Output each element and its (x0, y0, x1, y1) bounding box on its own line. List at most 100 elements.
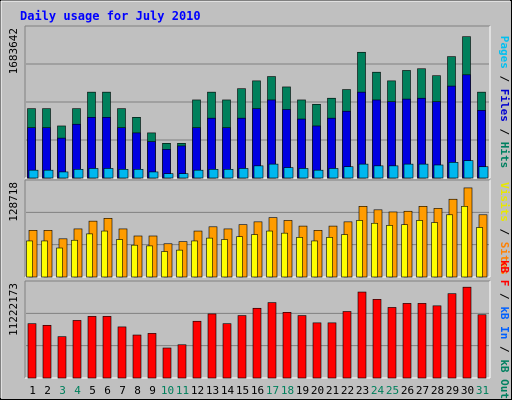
day-label: 12 (191, 384, 204, 397)
bar-visits (401, 224, 408, 278)
bar-visits (86, 233, 93, 278)
bar-visits (341, 234, 348, 278)
bar-pages (193, 169, 204, 179)
day-label: 20 (311, 384, 324, 397)
bar-pages (298, 168, 309, 179)
bar-pages (133, 169, 144, 179)
bar-kbytes (102, 316, 112, 379)
bar-visits (386, 225, 393, 278)
bar-kbytes (462, 286, 472, 379)
bar-visits (476, 227, 483, 278)
bar-visits (281, 232, 288, 278)
bar-visits (296, 237, 303, 278)
bar-visits (236, 236, 243, 278)
bar-visits (431, 222, 438, 278)
day-label: 4 (74, 384, 81, 397)
bar-kbytes (387, 307, 397, 379)
bar-kbytes (372, 299, 382, 379)
bar-pages (163, 173, 174, 179)
day-label: 27 (416, 384, 429, 397)
bar-kbytes (297, 315, 307, 379)
day-label: 1 (29, 384, 36, 397)
chart-title: Daily usage for July 2010 (20, 9, 201, 23)
bar-visits (101, 230, 108, 278)
day-label: 18 (281, 384, 294, 397)
bar-visits (191, 240, 198, 278)
bar-pages (88, 168, 99, 179)
bar-kbytes (192, 320, 202, 379)
legend-separator: / (498, 222, 511, 242)
day-label: 8 (134, 384, 141, 397)
bar-visits (266, 230, 273, 278)
legend-separator: / (498, 122, 511, 142)
bar-visits (116, 239, 123, 278)
legend-item: Hits (498, 142, 511, 169)
day-label: 30 (461, 384, 474, 397)
bar-pages (403, 163, 414, 179)
day-label: 3 (59, 384, 66, 397)
day-label: 21 (326, 384, 339, 397)
bar-pages (103, 168, 114, 179)
bar-pages (73, 169, 84, 179)
legend-separator: / (498, 339, 511, 359)
bar-visits (446, 214, 453, 278)
day-label: 5 (89, 384, 96, 397)
bar-visits (161, 251, 168, 278)
bar-pages (388, 165, 399, 179)
bar-kbytes (177, 344, 187, 379)
bar-pages (283, 167, 294, 179)
bar-pages (433, 164, 444, 179)
bar-visits (416, 220, 423, 278)
legend-item: Visits (498, 182, 511, 222)
day-label: 2 (44, 384, 51, 397)
legend-item: kB In (498, 306, 511, 339)
bar-pages (253, 165, 264, 179)
bar-visits (251, 234, 258, 278)
bar-visits (56, 247, 63, 278)
day-label: 11 (176, 384, 189, 397)
legend-item: Sites (498, 242, 511, 275)
legend-kbytes: kB F / kB In / kB Out (498, 260, 511, 399)
bar-visits (26, 240, 33, 278)
bar-files (207, 117, 216, 179)
bar-pages (148, 171, 159, 179)
bar-kbytes (417, 303, 427, 379)
bar-visits (326, 237, 333, 278)
day-label: 6 (104, 384, 111, 397)
legend-item: kB F (498, 260, 511, 287)
panel-hits: 1683642 Pages / Files / Hits (7, 25, 511, 179)
bar-visits (311, 240, 318, 278)
day-label: 19 (296, 384, 309, 397)
day-label: 13 (206, 384, 219, 397)
day-label: 26 (401, 384, 414, 397)
day-label: 28 (431, 384, 444, 397)
day-label: 9 (149, 384, 156, 397)
bar-pages (43, 169, 54, 179)
bar-visits (461, 206, 468, 278)
y-max-label: 128718 (7, 182, 20, 222)
bar-pages (358, 163, 369, 179)
bar-visits (221, 239, 228, 278)
day-label: 22 (341, 384, 354, 397)
bar-pages (118, 169, 129, 179)
bar-pages (463, 160, 474, 179)
day-label: 24 (371, 384, 385, 397)
bar-kbytes (267, 302, 277, 379)
bar-pages (268, 163, 279, 179)
bar-kbytes (282, 312, 292, 379)
bar-kbytes (87, 316, 97, 379)
day-label: 16 (251, 384, 264, 397)
bar-kbytes (42, 324, 52, 379)
bar-visits (176, 249, 183, 278)
bar-kbytes (162, 347, 172, 379)
bar-kbytes (357, 291, 367, 379)
bar-visits (146, 245, 153, 278)
bar-kbytes (312, 322, 322, 379)
bar-kbytes (237, 315, 247, 379)
panel-visits: 128718 Visits / Sites (7, 179, 511, 278)
day-label: 15 (236, 384, 249, 397)
day-label: 29 (446, 384, 459, 397)
legend-separator: / (498, 69, 511, 89)
